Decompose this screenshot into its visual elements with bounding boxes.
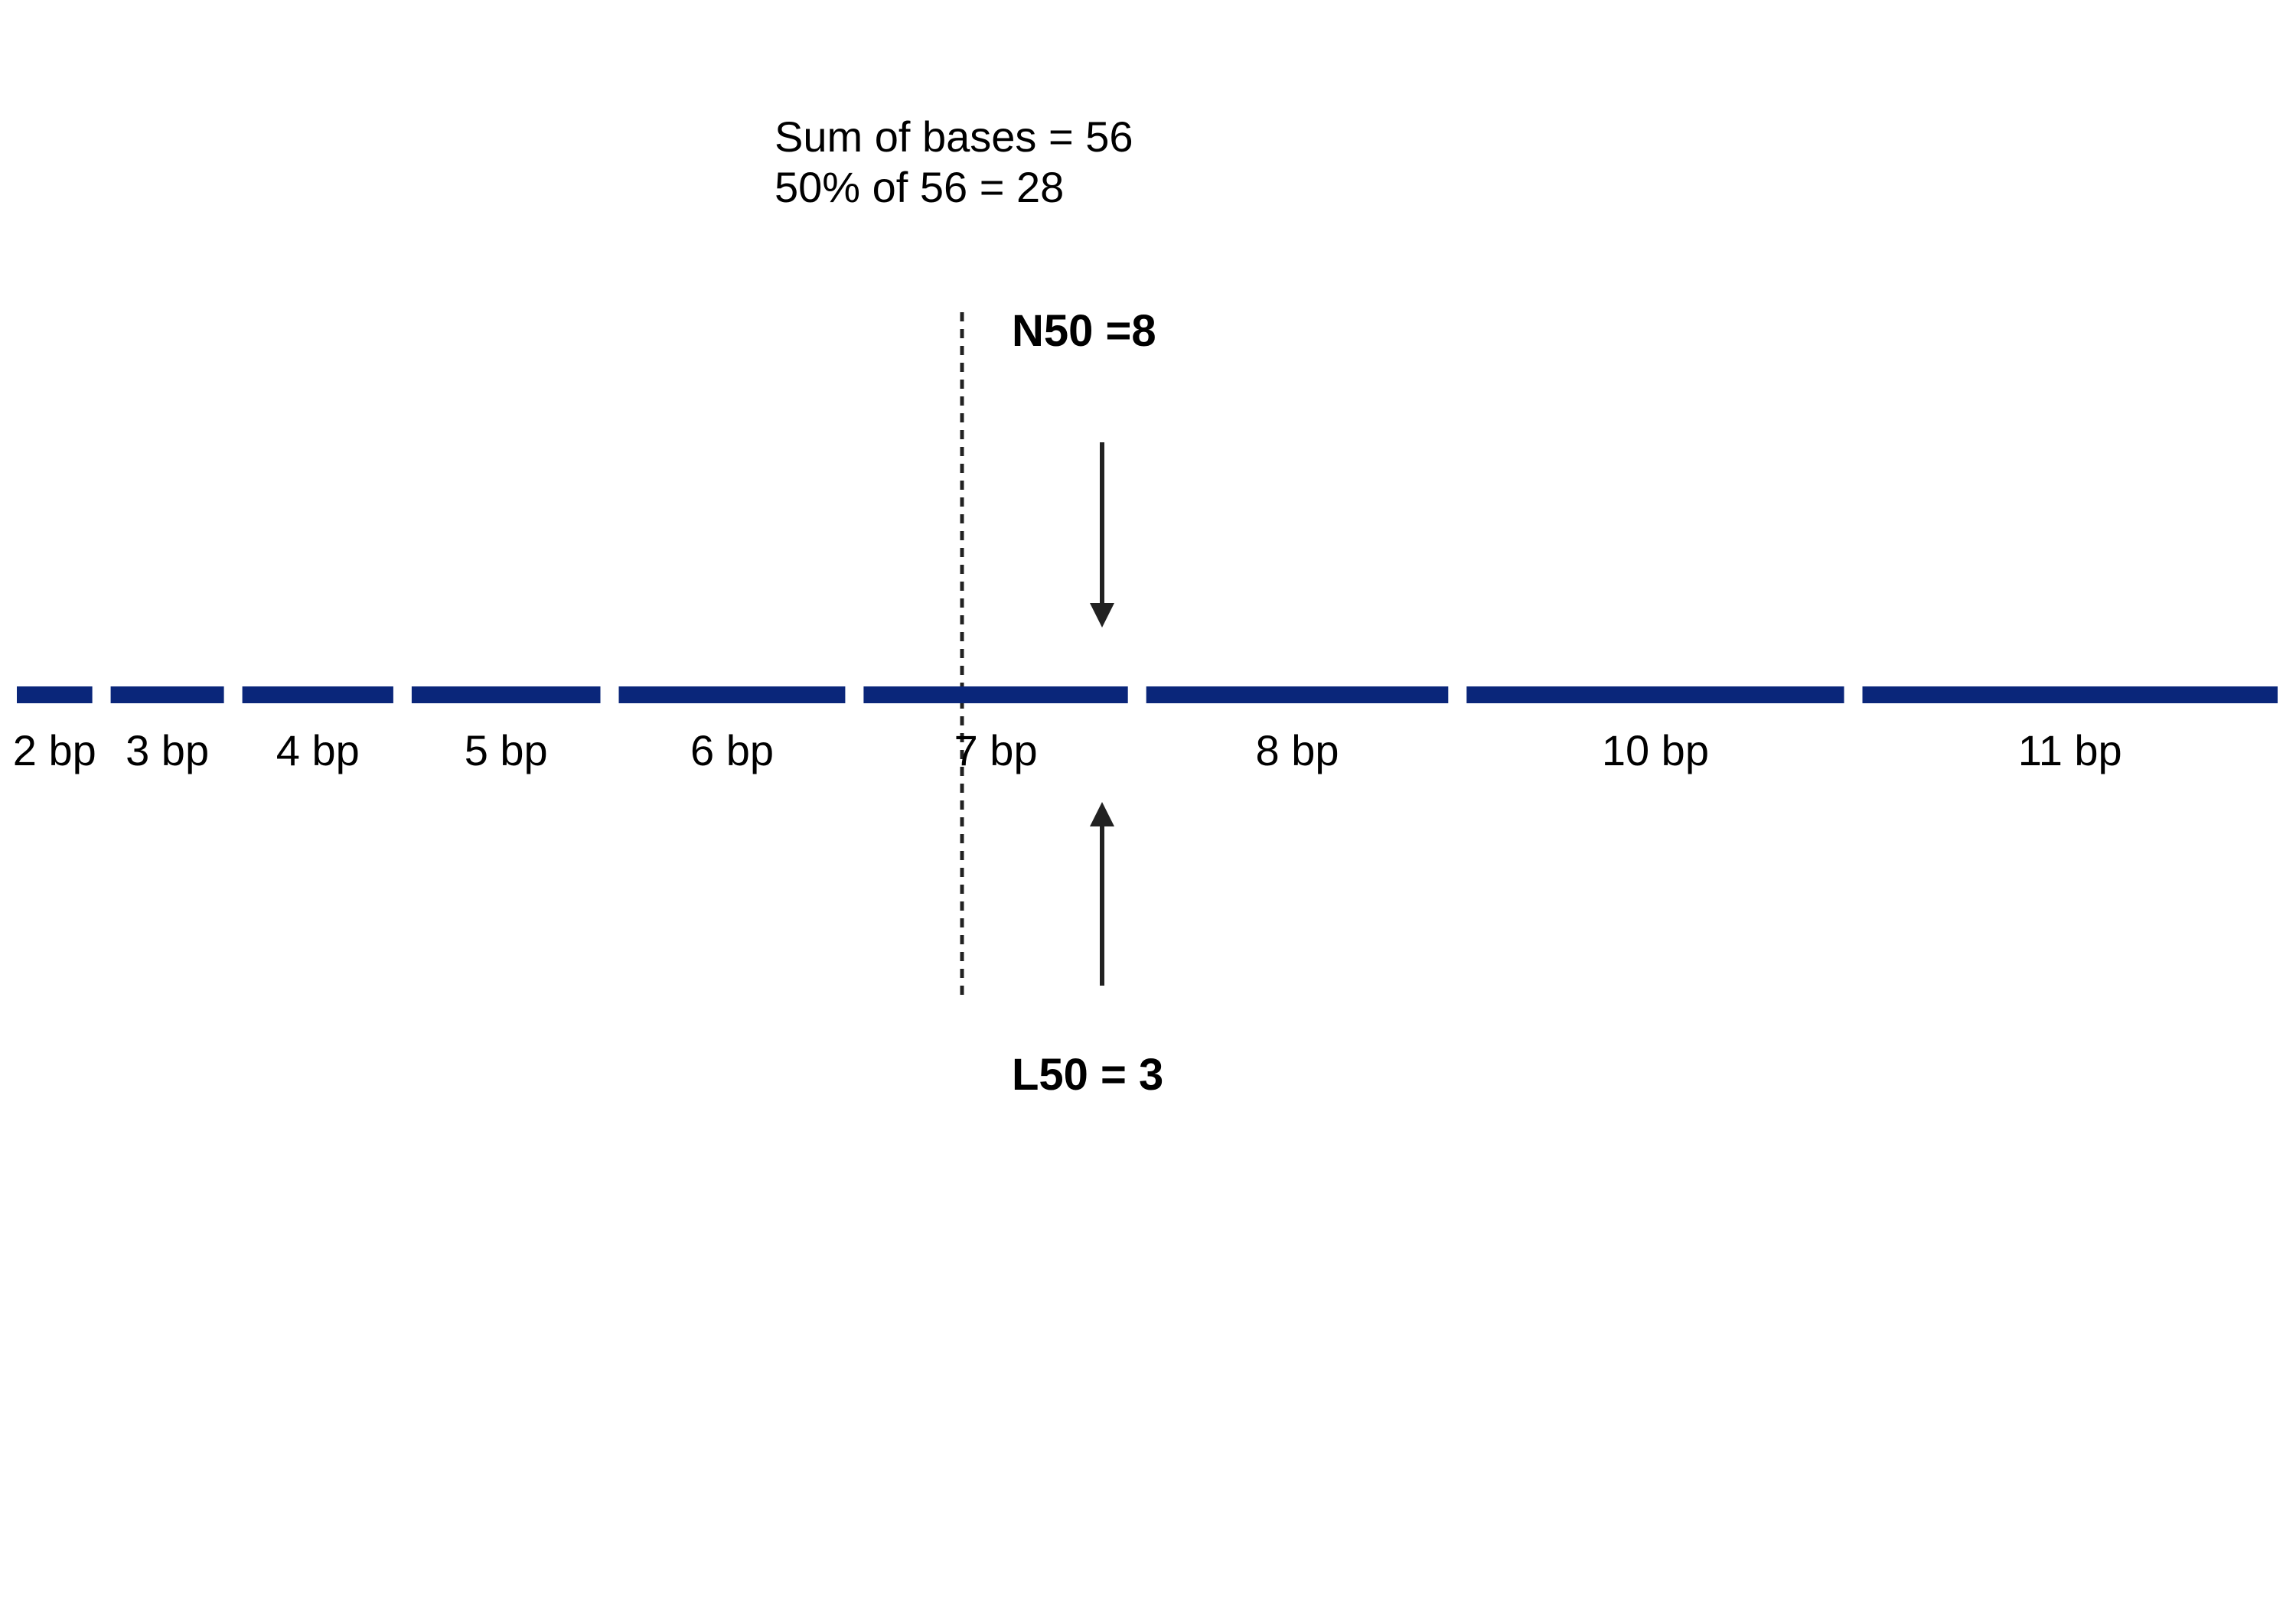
contig-length-label: 5 bp [465,726,548,774]
contig-bar [1862,686,2278,703]
contig-length-label: 3 bp [126,726,209,774]
contig-length-label: 7 bp [954,726,1038,774]
contig-bar [242,686,393,703]
contig-bar [110,686,224,703]
up-arrow-icon [1090,802,1114,986]
contig-bar [863,686,1128,703]
contig-row: 2 bp 3 bp 4 bp 5 bp 6 bp 7 bp 8 bp 10 bp 11 bp [13,686,2278,774]
contig-length-label: 2 bp [13,726,96,774]
sum-of-bases-text: Sum of bases = 56 [775,112,1133,161]
half-sum-text: 50% of 56 = 28 [775,163,1064,211]
contig-bar [1146,686,1449,703]
n50-label: N50 =8 [1012,306,1156,356]
contig-length-label: 6 bp [690,726,774,774]
l50-label: L50 = 3 [1012,1050,1163,1100]
contig-length-label: 8 bp [1256,726,1339,774]
contig-length-label: 11 bp [2018,726,2122,774]
contig-length-label: 4 bp [276,726,360,774]
contig-length-label: 10 bp [1602,726,1709,774]
contig-bar [411,686,601,703]
down-arrow-icon [1090,442,1114,627]
contig-bar [17,686,93,703]
contig-bar [618,686,846,703]
contig-bar [1466,686,1844,703]
